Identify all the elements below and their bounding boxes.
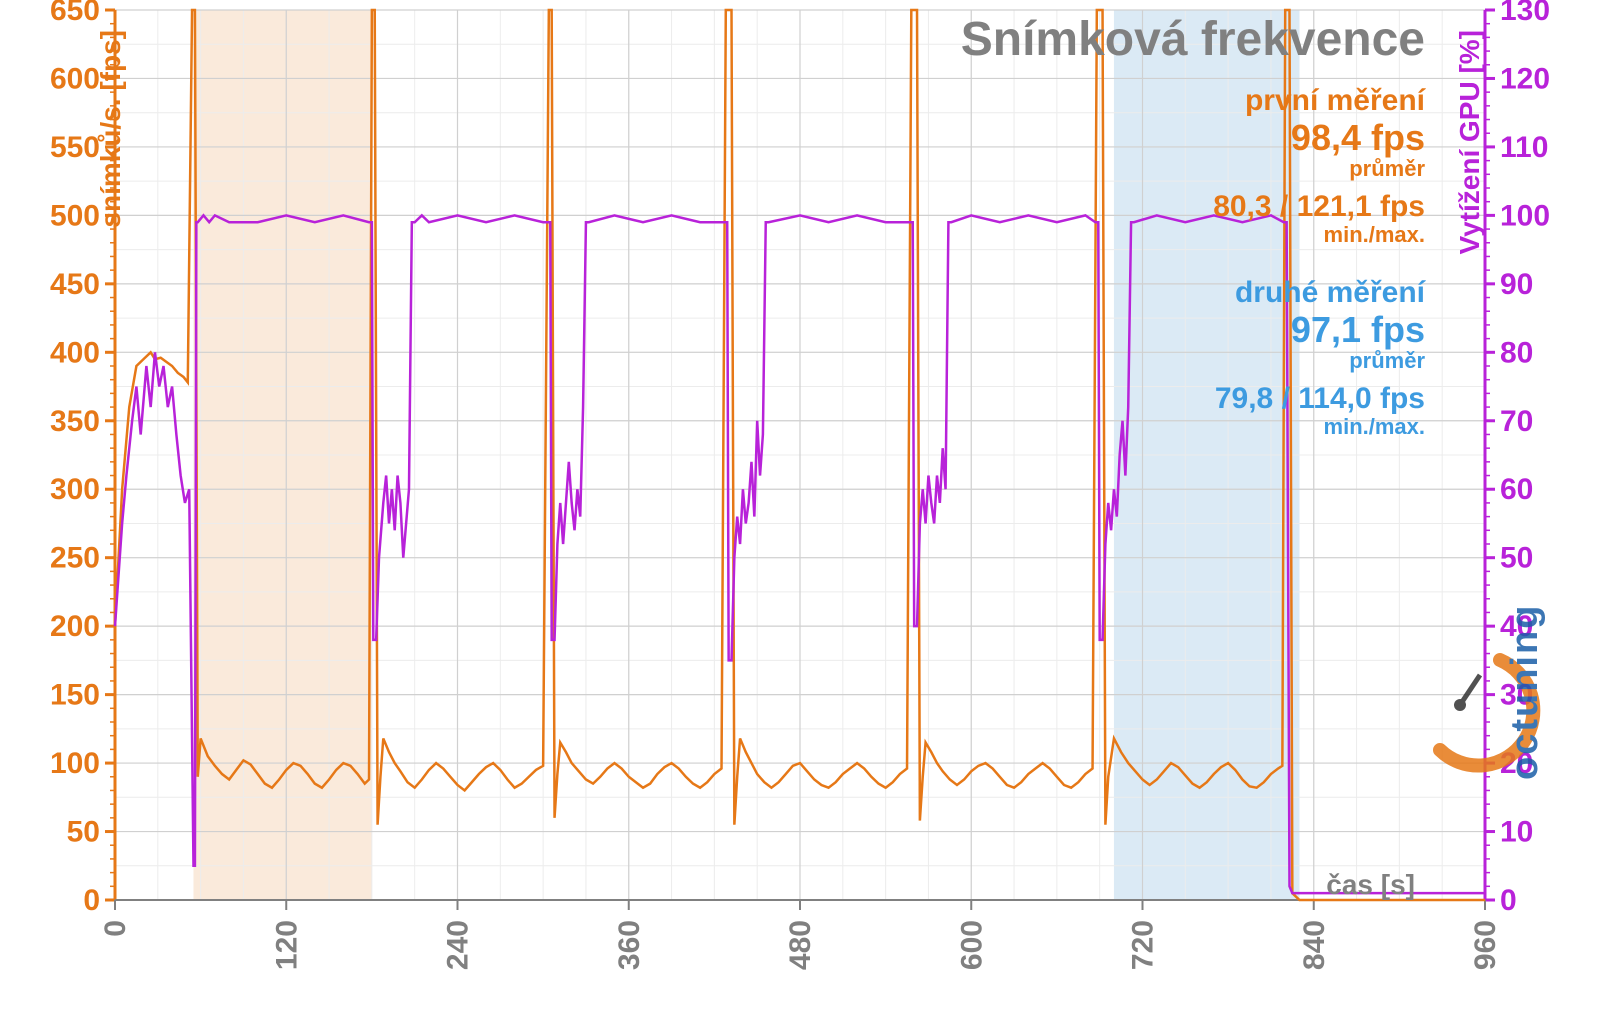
y-left-tick: 350 <box>50 405 100 438</box>
x-tick: 840 <box>1298 920 1331 970</box>
measure1-sub1: průměr <box>1349 156 1425 181</box>
chart-container: { "chart": { "type": "line", "title": "S… <box>0 0 1600 1009</box>
x-tick: 600 <box>955 920 988 970</box>
y-left-tick: 550 <box>50 131 100 164</box>
y-left-tick: 300 <box>50 473 100 506</box>
y-right-tick: 130 <box>1500 0 1550 27</box>
x-tick: 720 <box>1127 920 1160 970</box>
y-right-label: Vytížení GPU [%] <box>1454 30 1485 255</box>
measure1-range: 80,3 / 121,1 fps <box>1213 190 1425 223</box>
y-right-tick: 0 <box>1500 884 1517 917</box>
y-left-tick: 500 <box>50 199 100 232</box>
chart-svg: 0501001502002503003504004505005506006500… <box>0 0 1600 1009</box>
measure1-sub2: min./max. <box>1324 222 1425 247</box>
y-left-tick: 200 <box>50 610 100 643</box>
y-left-tick: 450 <box>50 268 100 301</box>
measure2-title: druhé měření <box>1235 276 1427 309</box>
y-right-tick: 50 <box>1500 542 1533 575</box>
y-right-tick: 90 <box>1500 268 1533 301</box>
x-tick: 480 <box>784 920 817 970</box>
y-left-tick: 0 <box>83 884 100 917</box>
y-right-tick: 70 <box>1500 405 1533 438</box>
y-left-label: snímků/s. [fps] <box>95 30 126 228</box>
x-tick: 960 <box>1469 920 1502 970</box>
y-left-tick: 600 <box>50 62 100 95</box>
y-right-tick: 60 <box>1500 473 1533 506</box>
measure2-sub2: min./max. <box>1324 414 1425 439</box>
x-tick: 360 <box>613 920 646 970</box>
y-right-tick: 110 <box>1500 131 1548 164</box>
y-left-tick: 50 <box>67 816 100 849</box>
svg-text:octuning: octuning <box>1504 604 1546 780</box>
y-right-tick: 120 <box>1500 62 1550 95</box>
x-label: čas [s] <box>1326 869 1415 900</box>
y-right-tick: 100 <box>1500 199 1550 232</box>
measure2-range: 79,8 / 114,0 fps <box>1215 382 1425 415</box>
measure1-title: první měření <box>1245 84 1427 117</box>
measure1-value: 98,4 fps <box>1291 117 1425 158</box>
x-tick: 240 <box>442 920 475 970</box>
chart-title: Snímková frekvence <box>961 13 1425 66</box>
y-left-tick: 650 <box>50 0 100 27</box>
y-left-tick: 250 <box>50 542 100 575</box>
y-right-tick: 80 <box>1500 336 1533 369</box>
measure2-sub1: průměr <box>1349 348 1425 373</box>
y-left-tick: 100 <box>50 747 100 780</box>
x-tick: 120 <box>270 920 303 970</box>
x-tick: 0 <box>99 920 132 937</box>
y-left-tick: 400 <box>50 336 100 369</box>
y-left-tick: 150 <box>50 679 100 712</box>
measure2-value: 97,1 fps <box>1291 309 1425 350</box>
y-right-tick: 10 <box>1500 816 1533 849</box>
